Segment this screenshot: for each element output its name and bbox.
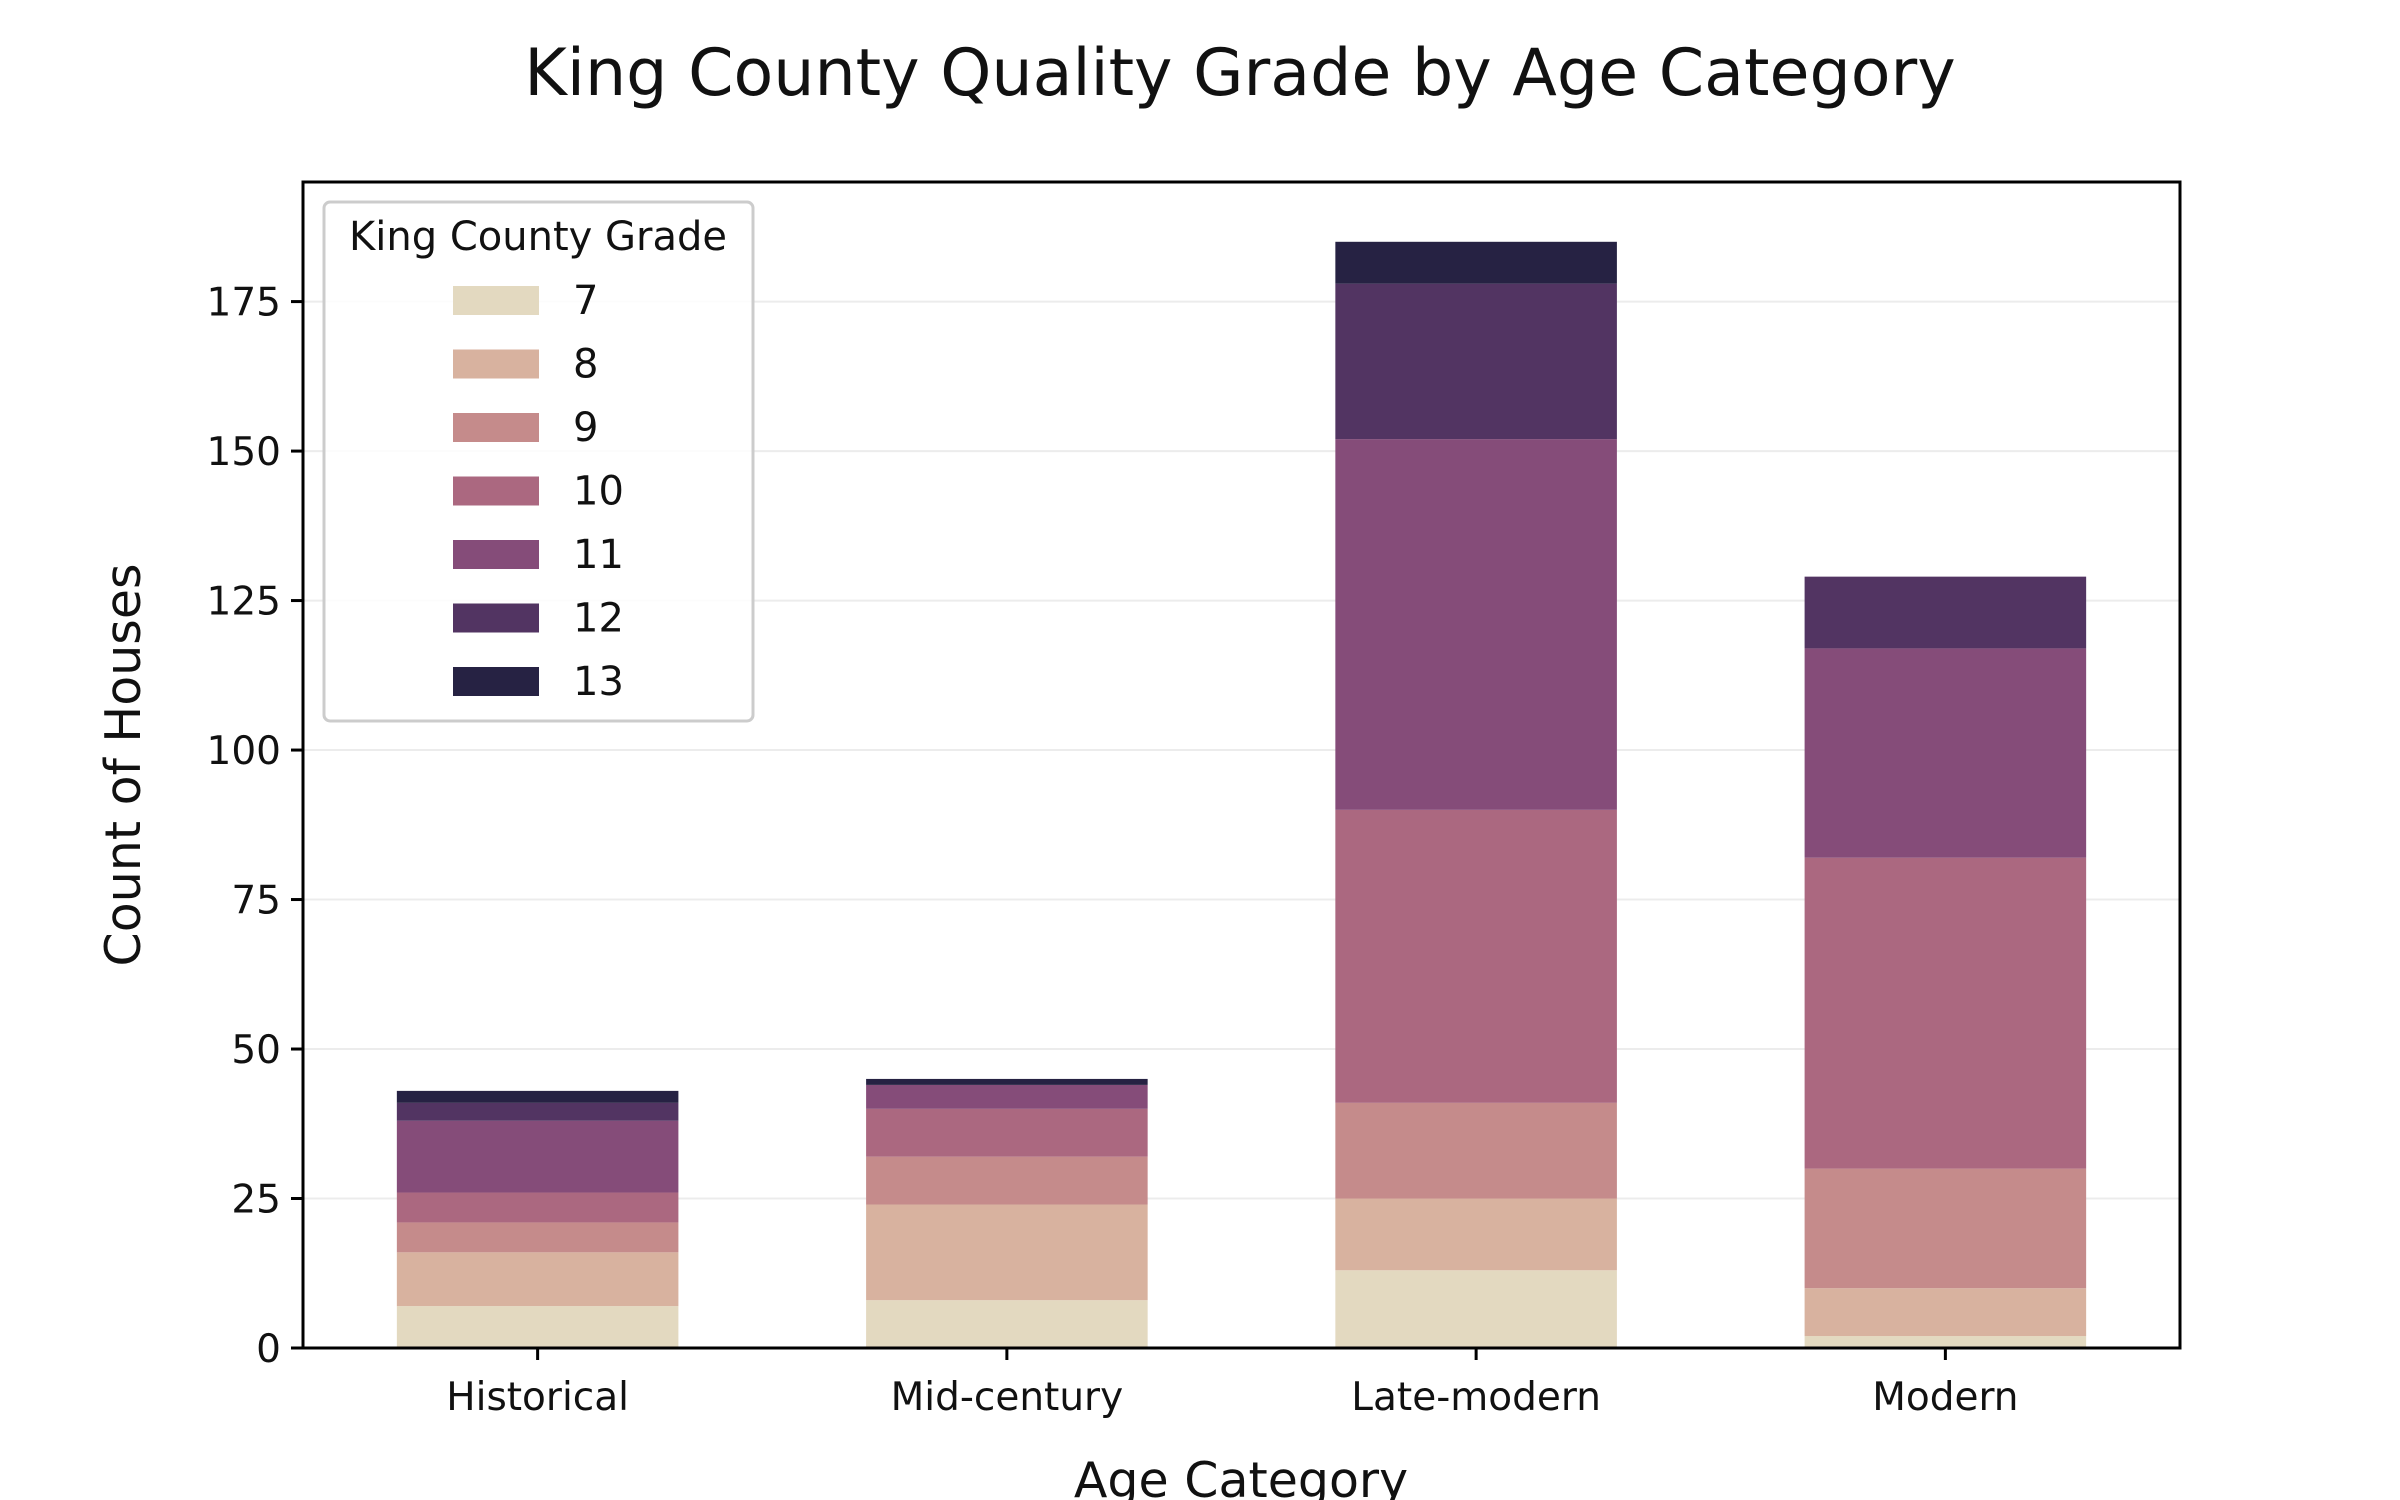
bar-mid-century-grade-10 [866,1108,1148,1157]
legend-swatch-10 [453,476,539,506]
x-axis: Historical Mid-century Late-modern Modern [446,1348,2019,1420]
x-tick-label-modern: Modern [1872,1375,2018,1420]
legend: King County Grade 7 8 9 10 11 12 13 [322,200,755,723]
legend-label-8: 8 [573,342,598,388]
x-axis-title: Age Category [1074,1452,1408,1500]
bar-late-modern-grade-10 [1335,809,1617,1103]
x-tick-label-mid-century: Mid-century [891,1375,1124,1420]
legend-swatch-8 [453,349,539,379]
y-axis: 0 25 50 75 100 125 150 175 [207,281,303,1372]
bar-historical-grade-11 [396,1120,679,1193]
y-tick-label-50: 50 [231,1028,281,1073]
bars [396,241,2087,1348]
bar-historical-grade-12 [396,1102,679,1121]
legend-label-12: 12 [573,596,624,642]
bar-modern-grade-7 [1804,1336,2087,1348]
bar-late-modern-grade-13 [1335,241,1617,284]
bar-modern-grade-9 [1804,1168,2087,1289]
bar-late-modern-grade-7 [1335,1270,1617,1348]
bar-historical-grade-7 [396,1306,679,1348]
plot-frame [301,180,2182,1350]
legend-label-7: 7 [573,278,598,324]
chart-title: King County Quality Grade by Age Categor… [524,36,1955,111]
y-tick-label-175: 175 [207,281,281,326]
y-tick-label-100: 100 [207,729,281,774]
x-tick-label-historical: Historical [446,1375,629,1420]
legend-swatch-13 [453,667,539,696]
bar-late-modern-grade-11 [1335,439,1617,810]
bar-historical-grade-9 [396,1222,679,1253]
y-axis-title: Count of Houses [95,564,152,967]
legend-title: King County Grade [349,214,727,260]
legend-swatch-11 [453,540,539,569]
y-tick-label-75: 75 [231,879,281,924]
x-tick-label-late-modern: Late-modern [1351,1375,1601,1420]
y-tick-label-25: 25 [231,1178,281,1223]
bar-mid-century-grade-11 [866,1084,1148,1109]
bar-historical-grade-10 [396,1192,679,1223]
bar-modern-grade-10 [1804,857,2087,1169]
legend-label-13: 13 [573,659,624,705]
bar-late-modern-grade-8 [1335,1198,1617,1271]
bar-mid-century-grade-8 [866,1204,1148,1301]
bar-historical-grade-8 [396,1252,679,1307]
legend-swatch-9 [453,413,539,442]
bar-modern-grade-11 [1804,648,2087,858]
bar-modern-grade-12 [1804,576,2087,649]
bar-mid-century-grade-9 [866,1156,1148,1205]
legend-label-9: 9 [573,405,598,451]
bar-mid-century-grade-13 [866,1078,1148,1085]
y-tick-label-0: 0 [256,1327,281,1372]
bar-late-modern-grade-12 [1335,283,1617,440]
legend-label-10: 10 [573,469,624,515]
legend-box [322,200,755,723]
legend-swatch-12 [453,603,539,633]
legend-label-11: 11 [573,532,624,578]
bar-late-modern-grade-9 [1335,1102,1617,1199]
bar-mid-century-grade-7 [866,1300,1148,1348]
y-tick-label-125: 125 [207,580,281,625]
bar-historical-grade-13 [396,1090,679,1103]
y-tick-label-150: 150 [207,430,281,475]
bar-modern-grade-8 [1804,1288,2087,1337]
legend-swatch-7 [453,286,539,315]
